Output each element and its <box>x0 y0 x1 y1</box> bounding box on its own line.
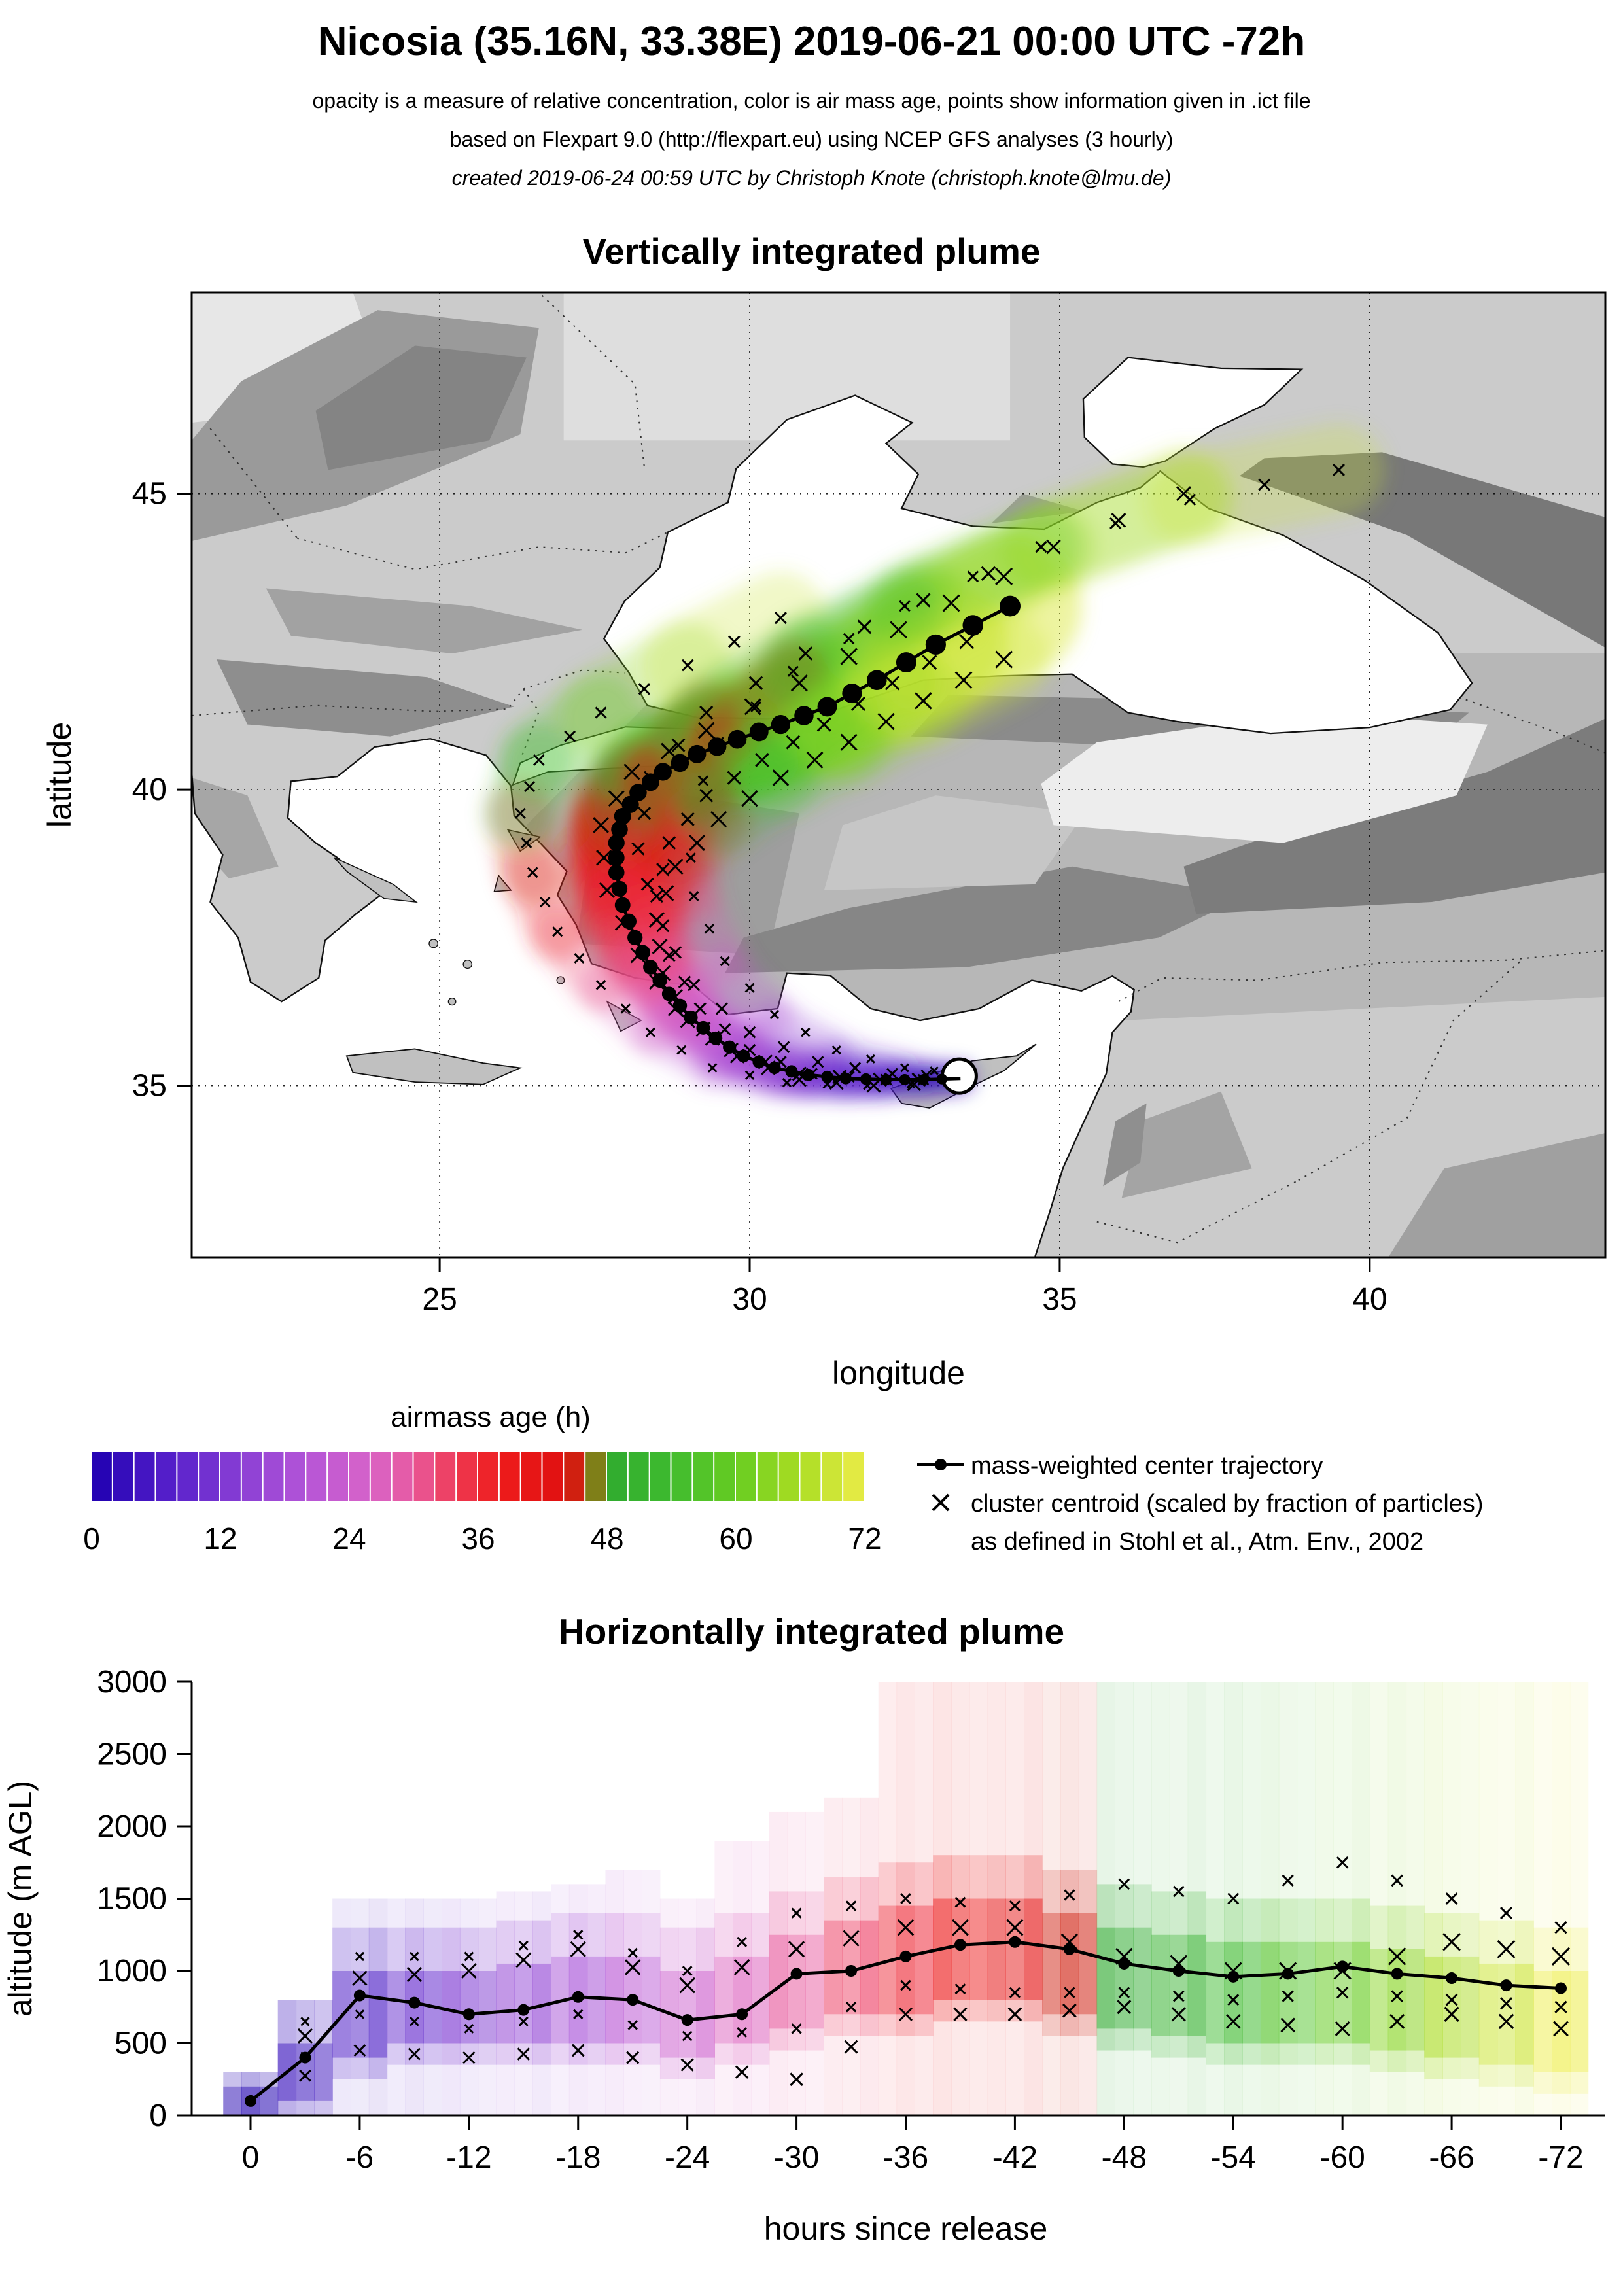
cross-mark-icon <box>915 1489 971 1519</box>
y-axis-label: latitude <box>41 722 78 827</box>
colorbar-tick-label: 36 <box>461 1522 495 1556</box>
terrain-taurus <box>725 866 1246 973</box>
terrain-central-plateau <box>824 795 1085 890</box>
crete-island <box>345 1048 523 1085</box>
x-tick-label: -18 <box>555 2140 601 2175</box>
colorbar-tick-label: 60 <box>719 1522 752 1556</box>
terrain-lebanon <box>1103 1103 1147 1187</box>
legend-reference-label: as defined in Stohl et al., Atm. Env., 2… <box>971 1527 1424 1556</box>
legend-block: mass-weighted center trajectory cluster … <box>915 1447 1608 1561</box>
x-tick-label: -12 <box>446 2140 491 2175</box>
x-tick-label: -6 <box>346 2140 374 2175</box>
y-tick-label: 2000 <box>97 1809 167 1844</box>
map-clipped-area <box>192 292 1605 1257</box>
map-chart: 25 30 35 40 35 40 45 longitude latitude <box>41 291 1607 1391</box>
y-tick-label: 1000 <box>97 1954 167 1989</box>
header-block: Nicosia (35.16N, 33.38E) 2019-06-21 00:0… <box>105 18 1518 198</box>
y-tick-label: 45 <box>132 477 167 512</box>
x-tick-label: 30 <box>732 1282 767 1317</box>
terrain-east-basin <box>1041 712 1488 843</box>
terrain-rhodope <box>216 659 514 737</box>
y-tick-label: 40 <box>132 773 167 807</box>
colorbar-tick-label: 0 <box>83 1522 100 1556</box>
center-trajectory <box>608 595 1021 1095</box>
subtitle-line-3: created 2019-06-24 00:59 UTC by Christop… <box>451 166 1172 190</box>
x-tick-label: -30 <box>774 2140 819 2175</box>
legend-row-reference: as defined in Stohl et al., Atm. Env., 2… <box>915 1523 1608 1561</box>
terrain-balkan-mts <box>266 588 583 653</box>
page-title: Nicosia (35.16N, 33.38E) 2019-06-21 00:0… <box>317 19 1306 64</box>
y-tick-label: 2500 <box>97 1737 167 1772</box>
colorbar: 0 12 24 36 48 60 72 <box>83 1452 882 1556</box>
colorbar-tick-label: 72 <box>848 1522 881 1556</box>
colorbar-tick-label: 24 <box>332 1522 366 1556</box>
map-chart-title: Vertically integrated plume <box>582 231 1041 271</box>
y-tick-label: 35 <box>132 1069 167 1104</box>
cyclades-island <box>462 960 473 969</box>
x-tick-label: 25 <box>422 1282 457 1317</box>
altitude-axes: 0 500 1000 1500 2000 2500 3000 0 -6 -12 -18 -24 -30 -… <box>2 1665 1605 2247</box>
y-axis-label: altitude (m AGL) <box>2 1781 39 2017</box>
colorbar-label: airmass age (h) <box>391 1401 591 1433</box>
map-geography <box>192 292 1605 1257</box>
legend-centroid-label: cluster centroid (scaled by fraction of … <box>971 1489 1484 1518</box>
x-tick-label: -72 <box>1538 2140 1583 2175</box>
terrain-carpathians <box>315 345 527 470</box>
altitude-cluster-marks <box>297 1856 1571 2087</box>
terrain-syria <box>1121 1091 1252 1198</box>
legend-trajectory-label: mass-weighted center trajectory <box>971 1452 1323 1480</box>
altitude-chart: 0 500 1000 1500 2000 2500 3000 0 -6 -12 -18 -24 -30 -… <box>2 1665 1605 2247</box>
y-tick-label: 500 <box>114 2026 167 2061</box>
x-tick-label: 0 <box>242 2140 260 2175</box>
y-tick-label: 3000 <box>97 1665 167 1699</box>
x-tick-label: -54 <box>1211 2140 1256 2175</box>
altitude-chart-title: Horizontally integrated plume <box>558 1611 1065 1652</box>
map-axes-frame: 25 30 35 40 35 40 45 longitude latitude <box>41 291 1607 1391</box>
colorbar-tick-label: 48 <box>590 1522 623 1556</box>
colorbar-tick-label: 12 <box>203 1522 237 1556</box>
x-tick-label: -48 <box>1102 2140 1147 2175</box>
altitude-center-trajectory <box>245 1936 1567 2107</box>
terrain-se-desert <box>1388 1132 1605 1257</box>
release-point-marker <box>940 1057 978 1095</box>
terrain-east-anatolia <box>1183 718 1605 914</box>
x-axis-label: longitude <box>832 1355 965 1391</box>
subtitle-line-2: based on Flexpart 9.0 (http://flexpart.e… <box>449 128 1174 151</box>
y-tick-label: 0 <box>149 2098 167 2133</box>
cyclades-island <box>428 939 438 948</box>
x-tick-label: -42 <box>992 2140 1038 2175</box>
terrain-ukraine-plain <box>563 292 1011 441</box>
cyclades-island <box>447 997 457 1006</box>
x-tick-label: 40 <box>1352 1282 1387 1317</box>
y-tick-label: 1500 <box>97 1882 167 1917</box>
x-tick-label: -60 <box>1319 2140 1365 2175</box>
azov-sea <box>1082 357 1304 468</box>
legend-row-trajectory: mass-weighted center trajectory <box>915 1447 1608 1485</box>
trajectory-line-icon <box>915 1452 971 1481</box>
x-tick-label: -24 <box>665 2140 710 2175</box>
legend-row-centroid: cluster centroid (scaled by fraction of … <box>915 1485 1608 1523</box>
subtitle-line-1: opacity is a measure of relative concent… <box>312 89 1311 113</box>
euboea-island <box>334 857 418 903</box>
cluster-centroid-marks <box>514 463 1345 1093</box>
x-tick-label: 35 <box>1042 1282 1077 1317</box>
x-tick-label: -36 <box>883 2140 928 2175</box>
x-tick-label: -66 <box>1429 2140 1474 2175</box>
x-axis-label: hours since release <box>764 2210 1048 2247</box>
